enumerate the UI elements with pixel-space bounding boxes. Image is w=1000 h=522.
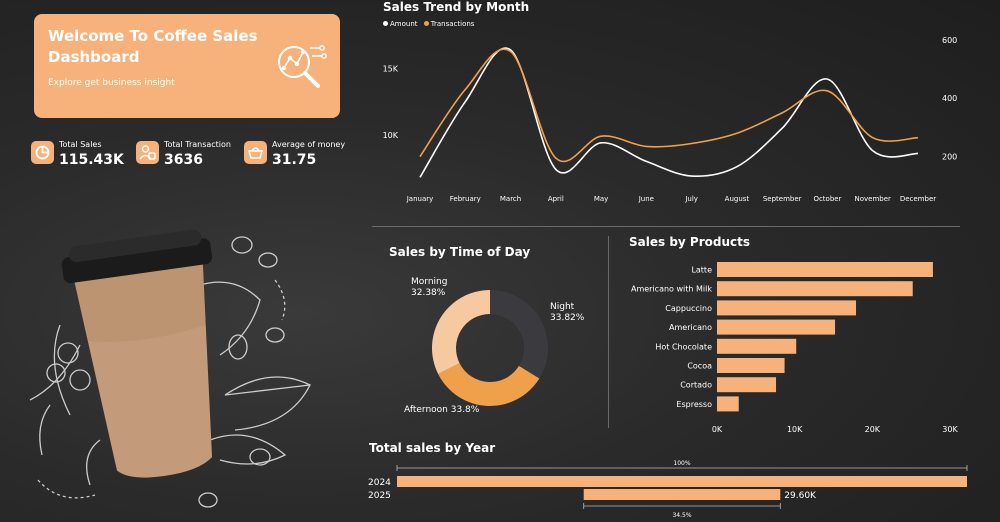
legend-transactions-label: Transactions — [430, 20, 475, 28]
product-label: Hot Chocolate — [655, 342, 712, 351]
series-line-amount — [419, 47, 919, 178]
x-axis-tick: March — [500, 195, 521, 203]
x-axis-tick: 10K — [787, 425, 803, 434]
data-label: 29.60K — [784, 491, 817, 501]
kpi-label: Total Sales — [59, 140, 102, 149]
product-bar — [717, 319, 836, 335]
product-label: Americano with Milk — [631, 285, 712, 294]
chart-title-time-of-day: Sales by Time of Day — [389, 245, 531, 259]
x-axis-tick: January — [406, 195, 434, 203]
donut-label-afternoon: Afternoon 33.8% — [404, 405, 480, 415]
y-axis-right-tick: 600 — [942, 36, 957, 45]
product-bar — [717, 300, 857, 316]
sales-trend-line-chart: 10K 15K 200 400 600 January February March April… — [383, 36, 958, 203]
product-label: Cocoa — [687, 362, 712, 371]
product-bar — [717, 396, 739, 412]
year-label: 2024 — [368, 478, 391, 488]
x-axis-tick: September — [763, 195, 802, 203]
x-axis-tick: July — [684, 195, 698, 203]
time-of-day-donut-chart — [432, 290, 548, 406]
product-label: Americano — [669, 323, 712, 332]
basket-icon — [244, 141, 267, 164]
x-axis-tick: 0K — [712, 425, 723, 434]
annotation-label: 34.5% — [672, 512, 691, 519]
y-axis-left-tick: 10K — [383, 131, 399, 140]
x-axis-tick: June — [638, 195, 654, 203]
x-axis-tick: August — [725, 195, 750, 203]
product-label: Cortado — [680, 381, 712, 390]
product-bar — [717, 281, 913, 297]
kpi-label: Average of money — [272, 140, 346, 149]
welcome-banner: Welcome To Coffee Sales Dashboard Explor… — [34, 14, 340, 118]
y-axis-right-tick: 200 — [942, 153, 957, 162]
donut-slice-night — [490, 290, 548, 379]
user-transaction-icon — [136, 141, 159, 164]
kpi-label: Total Transaction — [164, 140, 231, 149]
pie-chart-icon — [31, 141, 54, 164]
dashboard-subtitle: Explore get business insight — [48, 78, 175, 88]
x-axis-tick: October — [813, 195, 841, 203]
product-bar — [717, 338, 797, 354]
y-axis-left-tick: 15K — [383, 65, 399, 74]
kpi-value: 3636 — [164, 152, 203, 168]
product-bar — [717, 262, 933, 277]
section-divider — [372, 226, 960, 227]
dashboard-title: Welcome To Coffee Sales Dashboard — [48, 27, 258, 66]
x-axis-tick: November — [855, 195, 892, 203]
yearly-sales-bar-chart: 100% 2024 2025 29.60K 34.5% — [368, 460, 968, 519]
donut-slice-morning — [432, 290, 490, 374]
x-axis-tick: February — [450, 195, 481, 203]
year-bar — [583, 489, 781, 500]
chart-title-yearly: Total sales by Year — [369, 441, 496, 455]
year-bar — [397, 476, 967, 487]
x-axis-tick: 30K — [942, 425, 958, 434]
section-divider-vertical — [608, 236, 609, 428]
x-axis-tick: December — [900, 195, 936, 203]
donut-label-night: Night 33.82% — [550, 302, 585, 323]
product-bar — [717, 377, 777, 393]
x-axis-tick: 20K — [865, 425, 881, 434]
legend-transactions-marker — [423, 21, 429, 26]
legend-amount-label: Amount — [390, 20, 418, 28]
x-axis-tick: April — [548, 195, 564, 203]
chart-title-products: Sales by Products — [629, 235, 750, 249]
y-axis-right-tick: 400 — [942, 94, 957, 103]
line-chart-legend: Amount Transactions — [383, 20, 474, 28]
chart-title-sales-trend: Sales Trend by Month — [383, 0, 530, 14]
x-axis-tick: May — [594, 195, 608, 203]
product-label: Cappuccino — [665, 304, 712, 313]
products-bar-chart: Latte Americano with Milk Cappuccino Americ… — [631, 262, 958, 434]
product-bar — [717, 358, 785, 373]
kpi-value: 115.43K — [59, 152, 124, 168]
coffee-cup-illustration — [29, 229, 311, 508]
year-label: 2025 — [368, 491, 391, 501]
analytics-magnifier-icon — [278, 45, 327, 88]
kpi-value: 31.75 — [272, 152, 317, 168]
product-label: Latte — [691, 266, 712, 275]
donut-slice-afternoon — [438, 363, 540, 406]
donut-label-morning: Morning 32.38% — [411, 277, 448, 298]
annotation-label: 100% — [673, 460, 690, 467]
product-label: Espresso — [676, 400, 712, 409]
legend-amount-marker — [383, 21, 388, 26]
series-line-transactions — [419, 48, 919, 163]
